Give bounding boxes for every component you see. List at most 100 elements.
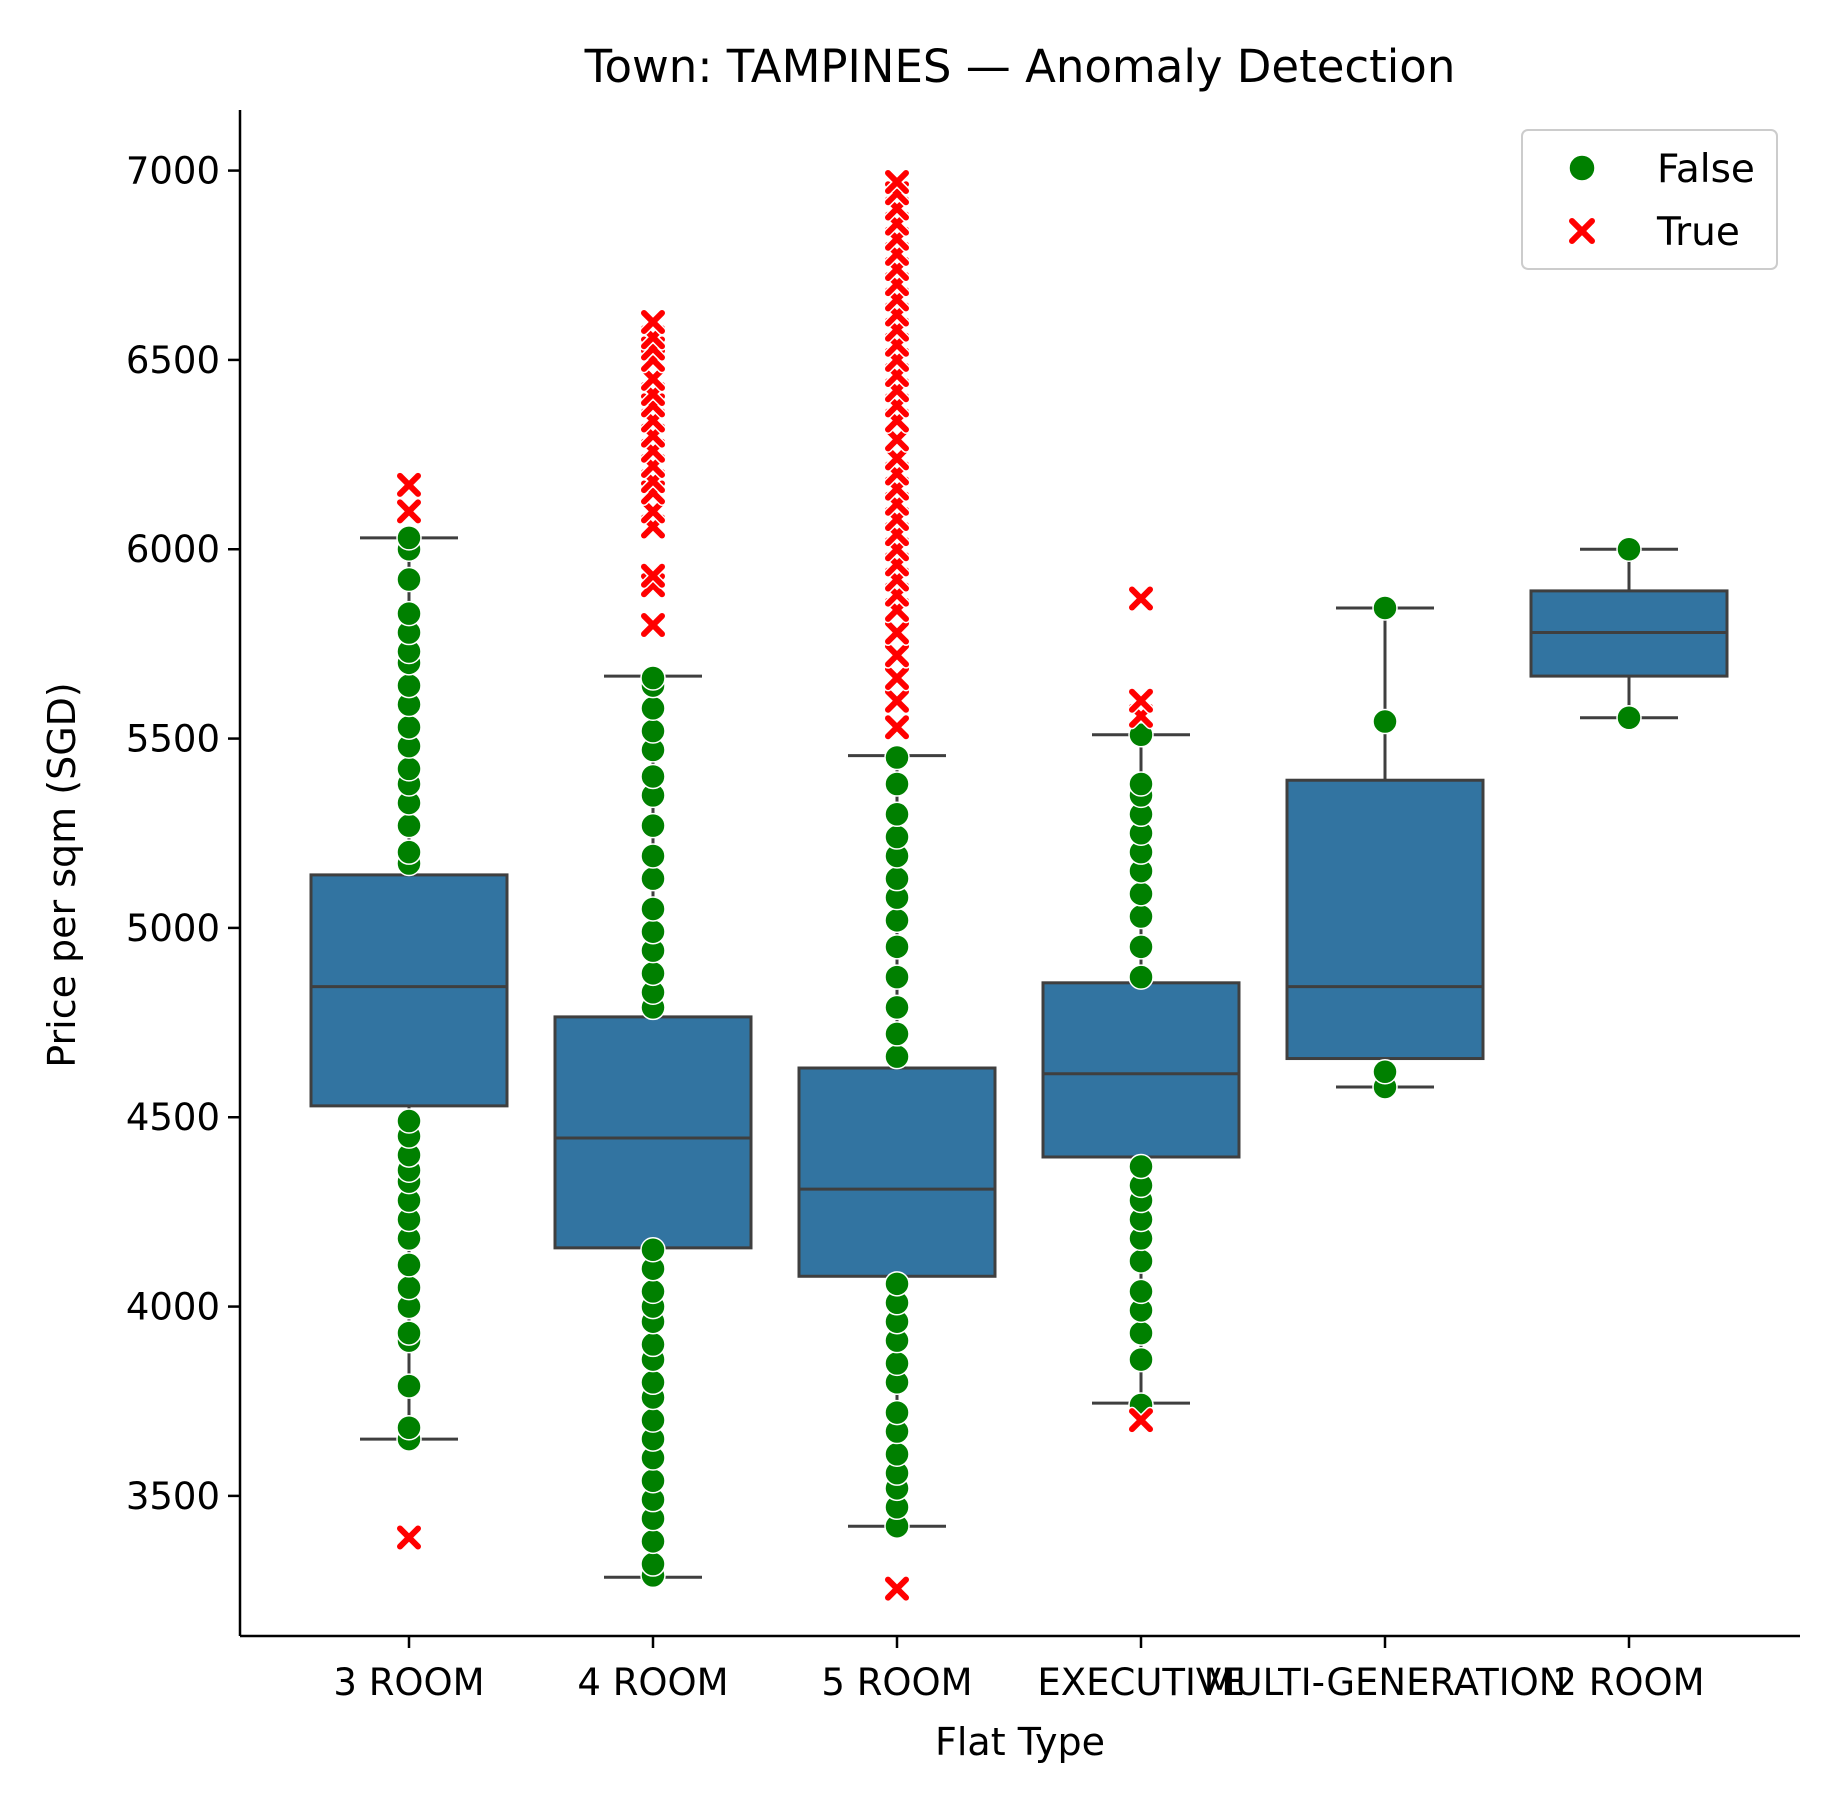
point-false xyxy=(396,714,422,740)
point-false xyxy=(640,1551,666,1577)
point-true xyxy=(883,687,911,715)
axes: 3500 4000 4500 5000 5500 6000 6500 7000 3 ROOM 4 … xyxy=(126,110,1800,1704)
point-true-stroke-b xyxy=(641,366,665,391)
point-true-stroke-b xyxy=(1129,1408,1153,1433)
legend-marker-false xyxy=(1568,154,1596,182)
box-multi-generation xyxy=(1285,778,1485,1061)
y-tick-label: 4500 xyxy=(126,1096,220,1139)
x-tick-label: 3 ROOM xyxy=(333,1661,484,1704)
y-tick-label: 5500 xyxy=(126,718,220,761)
point-false xyxy=(640,695,666,722)
point-false xyxy=(396,812,422,839)
x-tick-label: MULTI-GENERATION xyxy=(1204,1661,1567,1704)
point-true xyxy=(883,168,911,196)
point-false xyxy=(640,1237,666,1263)
chart-title: Town: TAMPINES — Anomaly Detection xyxy=(584,40,1456,93)
x-tick-label: 5 ROOM xyxy=(821,1661,972,1704)
point-true-stroke-b xyxy=(641,310,665,335)
point-true-stroke-b xyxy=(397,499,421,524)
point-false xyxy=(884,1399,910,1426)
point-true-stroke-b xyxy=(885,169,909,194)
legend-marker-true xyxy=(1567,216,1597,246)
point-false xyxy=(1128,964,1154,990)
y-tick-label: 6500 xyxy=(126,339,220,382)
point-true xyxy=(395,497,423,525)
point-true xyxy=(1127,1406,1155,1434)
point-false xyxy=(396,525,422,551)
point-true xyxy=(395,1524,423,1552)
point-true-stroke-b xyxy=(641,612,665,637)
point-false xyxy=(396,1414,422,1441)
box-4-room xyxy=(553,1015,753,1250)
point-false xyxy=(884,1043,910,1070)
point-true xyxy=(883,619,911,647)
point-false xyxy=(640,843,666,869)
point-false xyxy=(884,744,910,771)
point-true-stroke-b xyxy=(1129,688,1153,713)
point-true xyxy=(883,425,911,453)
point-false xyxy=(640,1528,666,1555)
point-true-stroke-b xyxy=(1129,586,1153,611)
point-true-stroke-b xyxy=(885,688,909,713)
point-true xyxy=(639,497,667,525)
point-false xyxy=(884,907,910,934)
point-false xyxy=(396,600,422,627)
legend-label-false: False xyxy=(1657,147,1755,192)
point-true xyxy=(639,365,667,393)
point-false xyxy=(1128,881,1154,907)
point-false xyxy=(884,1021,910,1047)
point-false xyxy=(1128,722,1154,748)
point-false xyxy=(640,1369,666,1396)
point-false xyxy=(1616,704,1642,731)
point-false xyxy=(396,839,422,865)
point-false xyxy=(884,824,910,850)
point-true-stroke-b xyxy=(397,472,421,497)
plot-area xyxy=(309,168,1729,1603)
x-axis-label: Flat Type xyxy=(935,1720,1105,1764)
point-true xyxy=(395,471,423,499)
point-true xyxy=(639,611,667,639)
point-true-stroke-b xyxy=(885,427,909,452)
point-false xyxy=(884,1271,910,1297)
point-true-stroke-b xyxy=(641,499,665,524)
point-false xyxy=(640,1331,666,1358)
point-false xyxy=(1128,934,1154,960)
series-true xyxy=(395,168,1155,1603)
point-true-stroke-b xyxy=(641,563,665,588)
point-false xyxy=(884,865,910,892)
point-false xyxy=(1372,1059,1398,1085)
point-true xyxy=(883,664,911,692)
box-executive xyxy=(1041,981,1241,1159)
point-true-stroke-b xyxy=(885,1576,909,1601)
point-true xyxy=(639,562,667,590)
box-5-room xyxy=(797,1066,997,1278)
point-false xyxy=(884,1441,910,1467)
point-false xyxy=(640,918,666,945)
point-true-stroke-b xyxy=(885,446,909,471)
point-true xyxy=(883,713,911,741)
point-false xyxy=(1128,903,1154,930)
x-tick-label: EXECUTIVE xyxy=(1037,1661,1244,1704)
point-false xyxy=(640,812,666,839)
point-false xyxy=(1128,1153,1154,1180)
point-true-stroke-b xyxy=(885,620,909,645)
point-false xyxy=(1128,771,1154,797)
point-false xyxy=(396,1252,422,1278)
point-true xyxy=(1127,584,1155,612)
point-true xyxy=(883,444,911,472)
point-true-stroke-b xyxy=(885,643,909,668)
point-false xyxy=(640,718,666,744)
y-axis-label: Price per sqm (SGD) xyxy=(40,682,84,1067)
point-true-stroke-b xyxy=(397,1525,421,1550)
point-false xyxy=(640,1467,666,1494)
point-true xyxy=(1127,687,1155,715)
x-tick-label: 4 ROOM xyxy=(577,1661,728,1704)
point-false xyxy=(884,771,910,797)
point-false xyxy=(396,756,422,782)
point-false xyxy=(396,1320,422,1346)
point-true xyxy=(639,308,667,336)
y-tick-label: 3500 xyxy=(126,1475,220,1518)
point-false xyxy=(1128,1346,1154,1373)
point-false xyxy=(1616,536,1642,562)
